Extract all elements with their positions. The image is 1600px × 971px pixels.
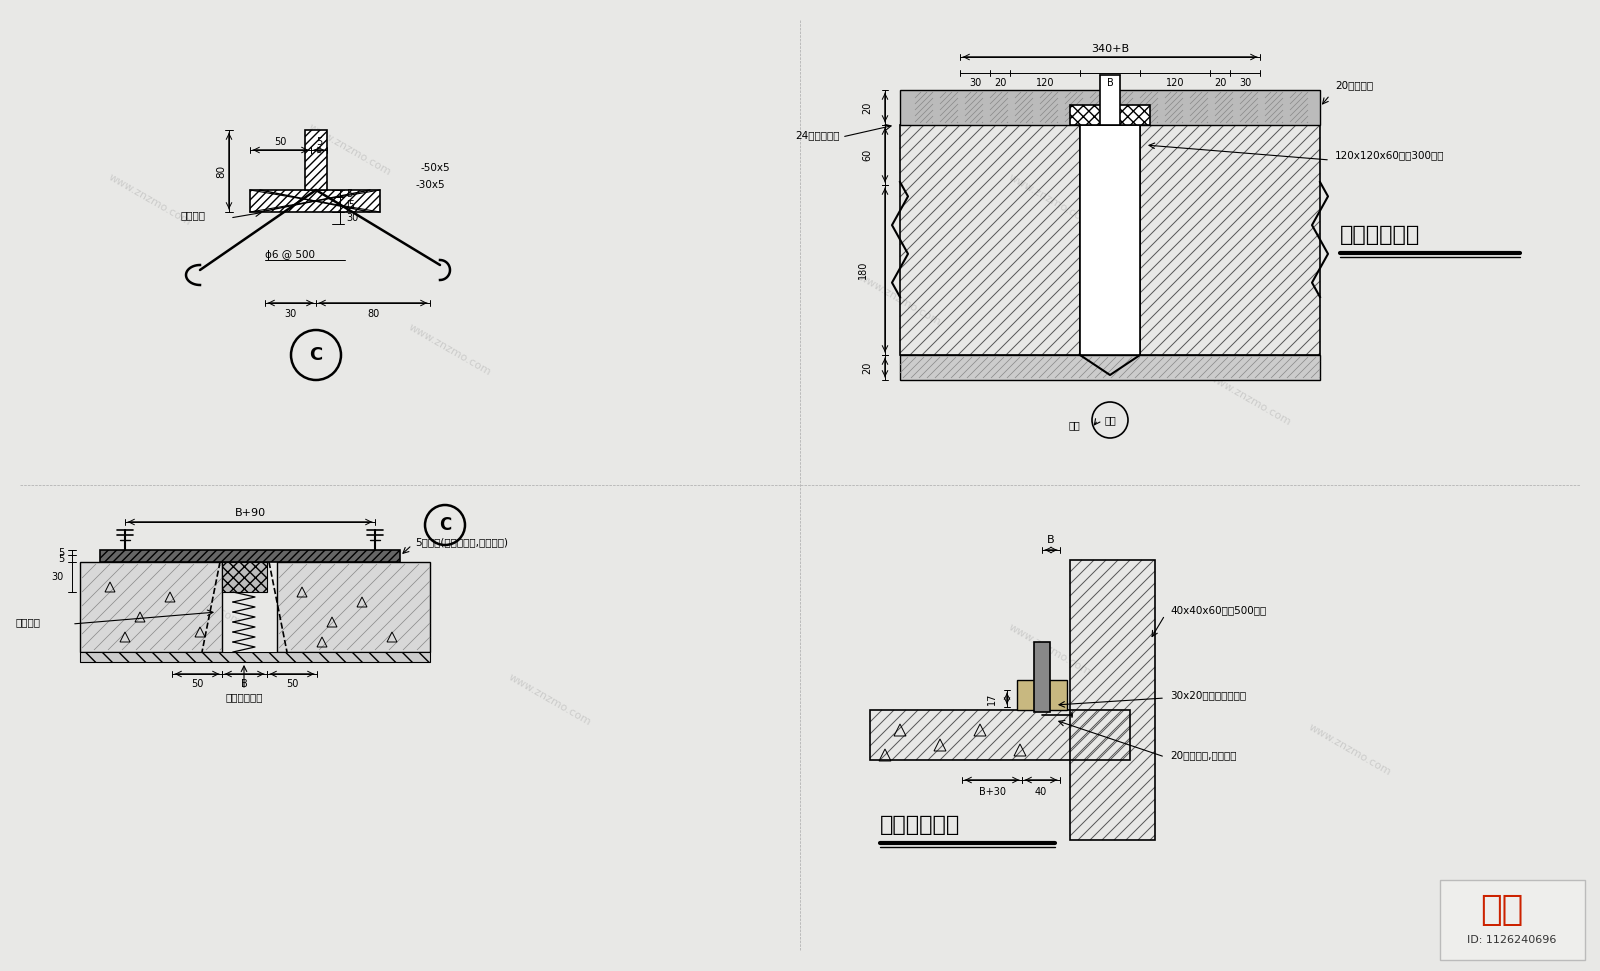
Text: 5: 5 [58,553,64,563]
Text: 30: 30 [1238,78,1251,88]
Text: B+30: B+30 [979,787,1005,797]
Bar [80,652,430,662]
Text: 建筑: 建筑 [1069,420,1080,430]
Text: 50: 50 [190,679,203,689]
Text: 30x20杉木遍长钉固定: 30x20杉木遍长钉固定 [1170,690,1246,700]
Text: 30: 30 [283,309,296,319]
Text: 5: 5 [315,137,322,147]
Text: www.znzmo.com: www.znzmo.com [1006,172,1093,228]
Text: 17: 17 [987,692,997,705]
Bar [1070,560,1155,840]
Text: 120x120x60木楔300中距: 120x120x60木楔300中距 [1334,150,1445,160]
Text: 80: 80 [366,309,379,319]
Text: 120: 120 [1166,78,1184,88]
Text: 填嵌缝膏: 填嵌缝膏 [14,617,40,627]
Text: C: C [309,346,323,364]
Text: www.znzmo.com: www.znzmo.com [507,672,594,727]
Text: -50x5: -50x5 [421,163,450,173]
Text: 30: 30 [970,78,981,88]
Text: www.znzmo.com: www.znzmo.com [107,172,194,228]
Bar [1080,125,1139,355]
Bar [1440,880,1586,960]
Text: 30: 30 [51,572,64,582]
Text: 180: 180 [858,261,867,280]
Bar [222,562,267,592]
Text: 40x40x60木楔500中距: 40x40x60木楔500中距 [1170,605,1266,615]
Text: 20: 20 [994,78,1006,88]
Text: 20: 20 [862,101,872,114]
Bar [250,190,381,212]
Text: 60: 60 [862,149,872,161]
Text: l5: l5 [346,199,355,210]
Text: B+90: B+90 [235,508,266,518]
Text: 5厚钢板(或铝合金板,塑胶硬板): 5厚钢板(或铝合金板,塑胶硬板) [414,537,509,547]
Text: www.znzmo.com: www.znzmo.com [1006,622,1093,678]
Text: -30x5: -30x5 [414,180,445,190]
Bar [1101,75,1120,125]
Text: 120: 120 [1035,78,1054,88]
Bar [1139,125,1320,355]
Bar [899,125,1080,355]
Bar [899,90,1320,125]
Text: 80: 80 [216,164,226,178]
Text: 电焊牢固: 电焊牢固 [181,210,205,220]
Text: 5: 5 [58,548,64,557]
Bar [1018,680,1067,710]
Text: B: B [242,679,248,689]
Bar [306,130,326,190]
Text: 340+B: 340+B [1091,44,1130,54]
Text: C: C [438,516,451,534]
Text: ID: 1126240696: ID: 1126240696 [1467,935,1557,945]
Text: 30: 30 [346,213,358,223]
Bar [277,562,430,652]
Text: www.znzmo.com: www.znzmo.com [157,572,243,627]
Text: 5: 5 [346,188,352,198]
Bar [870,710,1130,760]
Text: 50: 50 [286,679,298,689]
Text: 20厚胶合板,铁钉固定: 20厚胶合板,铁钉固定 [1170,750,1237,760]
Text: 50: 50 [274,137,286,147]
Text: 20: 20 [862,361,872,374]
Text: www.znzmo.com: www.znzmo.com [858,272,942,328]
Text: www.znzmo.com: www.znzmo.com [406,322,493,378]
Text: 女儿墙变形缝: 女儿墙变形缝 [1341,225,1421,245]
Text: ϕ6 @ 500: ϕ6 @ 500 [266,250,315,260]
Text: 20: 20 [1214,78,1226,88]
Bar [1034,642,1050,712]
Bar [101,550,400,562]
Text: B: B [1046,535,1054,545]
Text: 墙柱面变形缝: 墙柱面变形缝 [880,815,960,835]
Bar [899,355,1320,380]
Text: www.znzmo.com: www.znzmo.com [1307,722,1394,778]
Text: 知末: 知末 [1480,893,1523,927]
Bar [80,562,222,652]
Text: 24号镀锌铁皮: 24号镀锌铁皮 [795,130,840,140]
Text: 沥清麻丝填实: 沥清麻丝填实 [226,692,262,702]
Text: www.znzmo.com: www.znzmo.com [307,122,394,178]
Text: 40: 40 [1035,787,1046,797]
Text: www.znzmo.com: www.znzmo.com [1206,372,1293,428]
Text: 20厚木垫块: 20厚木垫块 [1334,80,1373,90]
Text: 建筑: 建筑 [1104,415,1115,425]
Bar [1070,105,1150,125]
Text: B: B [1107,78,1114,88]
